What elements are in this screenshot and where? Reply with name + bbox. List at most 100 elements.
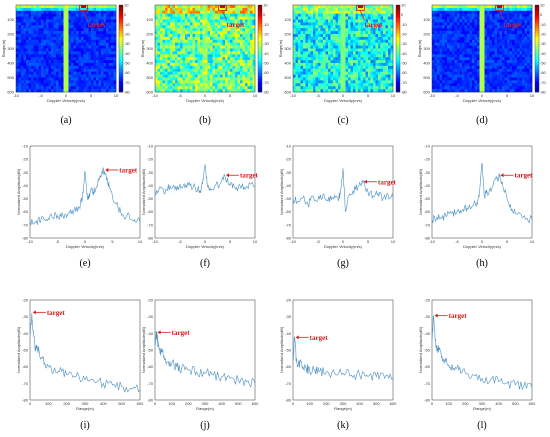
heatmap-cell: [320, 22, 324, 26]
heatmap-cell: [340, 63, 344, 67]
heatmap-cell: [61, 42, 64, 46]
heatmap-cell: [81, 83, 84, 87]
heatmap-cell: [197, 39, 201, 43]
heatmap-cell: [502, 31, 505, 35]
heatmap-cell: [96, 16, 99, 20]
heatmap-cell: [348, 48, 351, 52]
heatmap-cell: [464, 65, 468, 70]
heatmap-cell: [459, 57, 463, 61]
heatmap-cell: [73, 19, 77, 23]
heatmap-cell: [459, 42, 463, 46]
heatmap-cell: [245, 83, 248, 87]
heatmap-cell: [434, 80, 438, 84]
heatmap-cell: [26, 42, 29, 46]
y-tick-label: 200: [284, 32, 291, 37]
heatmap-cell: [177, 51, 181, 55]
heatmap-cell: [113, 10, 117, 14]
heatmap-cell: [330, 80, 334, 84]
heatmap-cell: [474, 80, 478, 84]
heatmap-cell: [56, 13, 59, 17]
heatmap-cell: [447, 57, 450, 61]
heatmap-cell: [487, 83, 490, 87]
heatmap-cell: [328, 19, 331, 23]
heatmap-cell: [48, 60, 52, 64]
heatmap-cell: [160, 36, 163, 41]
heatmap-cell: [58, 7, 62, 12]
heatmap-cell: [175, 25, 178, 29]
heatmap-cell: [202, 16, 206, 20]
heatmap-cell: [88, 63, 92, 67]
heatmap-cell: [343, 48, 346, 52]
heatmap-cell: [220, 80, 223, 84]
heatmap-cell: [180, 25, 183, 29]
heatmap-cell: [170, 63, 173, 67]
heatmap-cell: [16, 5, 19, 9]
heatmap-cell: [439, 71, 443, 75]
heatmap-cell: [487, 16, 490, 20]
heatmap-cell: [303, 77, 306, 81]
heatmap-cell: [31, 42, 34, 46]
heatmap-cell: [200, 5, 203, 9]
heatmap-cell: [447, 77, 450, 81]
heatmap-cell: [368, 22, 371, 26]
heatmap-cell: [305, 31, 309, 35]
colorbar-cell: [119, 20, 123, 23]
heatmap-cell: [192, 83, 196, 87]
heatmap-cell: [432, 31, 435, 35]
heatmap-cell: [28, 77, 32, 81]
heatmap-cell: [31, 86, 34, 90]
heatmap-cell: [227, 89, 231, 93]
heatmap-cell: [442, 19, 445, 23]
heatmap-cell: [300, 34, 304, 38]
heatmap-cell: [345, 77, 349, 81]
heatmap-cell: [235, 51, 238, 55]
heatmap-cell: [222, 68, 226, 72]
heatmap-cell: [298, 25, 301, 29]
heatmap-cell: [472, 89, 475, 93]
heatmap-cell: [71, 19, 74, 23]
heatmap-cell: [71, 28, 74, 32]
heatmap-cell: [41, 74, 44, 78]
heatmap-cell: [303, 16, 306, 20]
heatmap-cell: [507, 48, 510, 52]
heatmap-cell: [66, 31, 69, 35]
heatmap-cell: [170, 31, 173, 35]
heatmap-cell: [185, 74, 188, 78]
heatmap-cell: [487, 54, 490, 58]
heatmap-cell: [502, 36, 505, 41]
heatmap-cell: [33, 89, 37, 93]
heatmap-cell: [76, 51, 79, 55]
heatmap-cell: [227, 31, 231, 35]
heatmap-cell: [298, 86, 301, 90]
heatmap-cell: [192, 7, 196, 12]
heatmap-cell: [529, 13, 533, 17]
heatmap-cell: [18, 22, 22, 26]
heatmap-cell: [484, 60, 488, 64]
heatmap-cell: [76, 16, 79, 20]
heatmap-cell: [300, 7, 304, 12]
heatmap-cell: [373, 65, 376, 70]
heatmap-cell: [522, 13, 525, 17]
heatmap-cell: [66, 48, 69, 52]
heatmap-cell: [524, 16, 528, 20]
heatmap-cell: [378, 13, 381, 17]
heatmap-cell: [293, 39, 296, 43]
heatmap-cell: [98, 65, 102, 70]
heatmap-cell: [497, 60, 500, 64]
heatmap-cell: [338, 25, 341, 29]
heatmap-cell: [459, 77, 463, 81]
heatmap-cell: [343, 68, 346, 72]
heatmap-cell: [247, 42, 251, 46]
colorbar-cell: [258, 85, 262, 88]
heatmap-cell: [182, 51, 186, 55]
heatmap-cell: [242, 89, 246, 93]
heatmap-cell: [469, 74, 473, 78]
heatmap-cell: [48, 77, 52, 81]
colorbar-cell: [258, 61, 262, 65]
heatmap-cell: [190, 71, 193, 75]
heatmap-cell: [113, 13, 117, 17]
heatmap-cell: [98, 22, 102, 26]
heatmap-cell: [96, 5, 99, 9]
heatmap-cell: [338, 57, 341, 61]
heatmap-cell: [190, 28, 193, 32]
